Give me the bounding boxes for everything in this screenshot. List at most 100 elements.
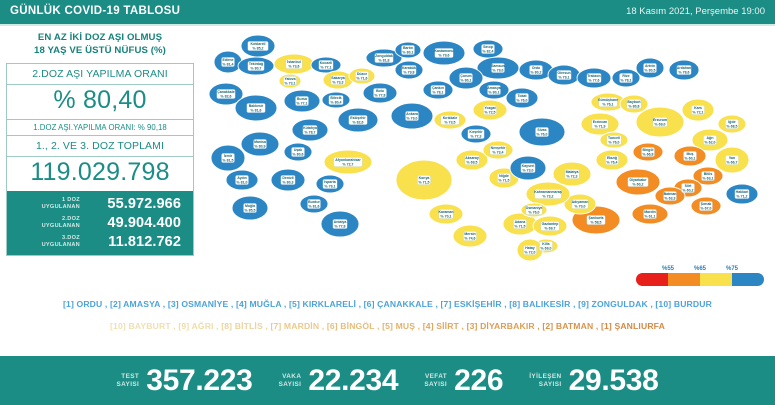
map-label-name: Antalya [334,220,347,224]
map-label-chip [641,147,655,157]
map-label-value: % 80,6 [293,153,304,157]
map-label-value: % 73,4 [493,151,504,155]
map-label-value: % 77,1 [321,66,332,70]
map-label-value: % 72,5 [485,111,496,115]
map-label-value: % 81,0 [237,181,248,185]
map-label-name: Düzce [357,72,367,76]
panel-heading-line1: EN AZ İKİ DOZ AŞI OLMUŞ [37,32,163,43]
map-label-name: Tunceli [608,136,620,140]
map-label-name: Gümüşhane [598,98,618,102]
map-label-name: Bolu [376,89,384,93]
map-label-value: % 77,8 [375,94,386,98]
map-label-value: % 76,0 [609,141,620,145]
map-label-chip [318,60,334,70]
map-label-chip [643,209,657,219]
map-label-name: Balıkesir [249,104,264,108]
map-label-value: % 71,5 [515,225,526,229]
map-label-chip [348,115,368,125]
map-label-name: Adıyaman [572,200,589,204]
map-label-value: % 70,0 [575,205,586,209]
map-label-value: % 69,0 [655,123,666,127]
dose-row-label: 1 DOZ UYGULANAN [7,197,85,211]
dose-row-label-line1: 2.DOZ [62,215,80,222]
map-label-chip [322,179,338,189]
map-label-name: Kahramanmaraş [534,190,561,194]
header-timestamp: 18 Kasım 2021, Perşembe 19:00 [626,6,765,17]
dose1-rate-line: 1.DOZ AŞI.YAPILMA ORANI: % 90,18 [6,119,194,135]
province-list-entry: [10] BAYBURT , [110,321,179,331]
map-label-name: Şırnak [701,202,712,206]
map-label-value: % 85,2 [253,47,264,51]
map-label-chip [497,173,511,183]
map-label-value: % 63,1 [703,177,714,181]
map-label-name: Erzurum [653,118,667,122]
map-label-chip [330,75,346,85]
dose-row-label-line2: UYGULANAN [41,241,80,248]
map-label-value: % 76,1 [603,103,614,107]
map-label-chip [606,135,622,145]
map-label-chip [235,175,249,185]
map-label-name: Muğla [245,204,255,208]
map-label-chip [605,155,619,165]
vaccination-summary-panel: EN AZ İKİ DOZ AŞI OLMUŞ 18 YAŞ VE ÜSTÜ N… [6,32,194,256]
map-label-chip [464,155,480,165]
map-label-name: Edirne [223,58,234,62]
map-label-name: Diyarbakır [629,178,647,182]
map-label-value: % 73,1 [285,82,296,86]
stat-recovered-caption-line1: İYİLEŞEN [529,372,562,380]
stat-test-caption-line1: TEST [121,372,140,380]
stat-case-caption-line1: VAKA [282,372,302,380]
map-label-chip [405,111,419,121]
map-label-chip [626,99,642,109]
map-label-value: % 79,1 [325,185,336,189]
map-label-value: % 60,2 [633,183,644,187]
map-label-chip [417,175,431,185]
map-label-chip [373,88,387,98]
province-list-entry: [6] BİNGÖL , [326,321,383,331]
map-label-value: % 67,0 [701,207,712,211]
map-label-chip [699,201,713,211]
map-label-value: % 72,3 [567,175,578,179]
map-label-chip [681,183,695,193]
map-label-name: Iğdır [728,120,736,124]
map-label-name: Van [729,156,735,160]
map-label-value: % 82,6 [353,121,364,125]
map-label-name: Sinop [483,45,493,49]
province-list-entry: [7] MARDİN , [270,321,327,331]
map-label-value: % 79,0 [493,69,504,73]
map-label-name: Kırıkkale [443,116,458,120]
map-label-name: Aydın [237,176,247,180]
map-label-chip [280,175,296,185]
map-label-name: Karabük [402,66,416,70]
map-label-chip [691,105,705,115]
map-label-value: % 76,4 [607,161,618,165]
map-label-chip [523,245,537,255]
map-label-chip [291,147,305,157]
map-label-chip [243,203,257,213]
map-label-value: % 79,1 [559,76,570,80]
map-label-name: Nevşehir [491,146,506,150]
stat-death-value: 226 [454,363,504,397]
map-label-value: % 77,1 [297,102,308,106]
dose-row-label-line2: UYGULANAN [41,222,80,229]
dose2-rate-value: % 80,40 [6,84,194,119]
dose-row-value: 11.812.762 [108,233,181,250]
map-label-value: % 76,0 [517,99,528,103]
map-label-name: Kocaeli [320,61,332,65]
map-label-value: % 85,5 [245,209,256,213]
map-label-chip [643,63,657,73]
map-label-name: Şanlıurfa [589,216,604,220]
map-label-value: % 71,2 [737,195,748,199]
map-label-name: Kars [694,106,702,110]
map-label-chip [491,63,505,73]
map-label-name: Sakarya [331,76,344,80]
map-label-value: % 73,3 [333,81,344,85]
map-label-chip [355,71,369,81]
map-label-chip [438,209,454,219]
map-label-chip [401,45,415,55]
stat-death: VEFAT SAYISI 226 [424,363,504,397]
total-doses-value: 119.029.798 [6,156,194,191]
map-label-value: % 78,1 [433,91,444,95]
